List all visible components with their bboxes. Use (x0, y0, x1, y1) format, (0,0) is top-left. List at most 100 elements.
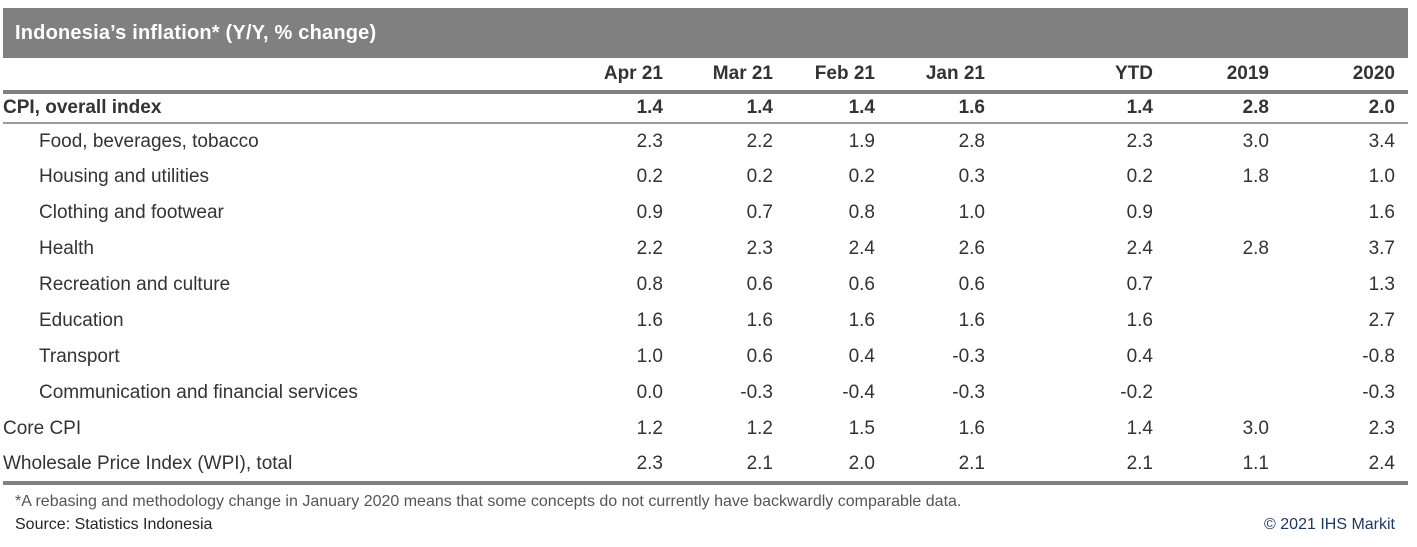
cell-value: 2.3 (636, 130, 663, 152)
cell-value: 0.2 (636, 166, 663, 187)
column-header: Feb 21 (814, 63, 875, 84)
column-header: Mar 21 (712, 63, 773, 84)
table-row: Core CPI 1.2 1.2 1.5 1.6 1.4 3.0 2.3 (3, 411, 1408, 447)
cell-value: 2.8 (1242, 97, 1269, 118)
cell-value: 1.0 (1368, 166, 1395, 187)
cell-value: 2.3 (636, 453, 663, 474)
cell-value: 2.4 (1126, 238, 1153, 259)
row-label: CPI, overall index (3, 97, 162, 118)
cell-value: 1.3 (1368, 274, 1395, 295)
cell-value: 2.0 (1368, 97, 1395, 118)
cell-value: 2.0 (848, 453, 875, 474)
cell-value: 0.4 (1126, 346, 1153, 367)
column-header: 2020 (1352, 63, 1395, 84)
cell-value: 2.4 (1368, 453, 1395, 474)
cell-value: -0.8 (1362, 346, 1395, 367)
cell-value (1153, 375, 1269, 411)
table-row: Food, beverages, tobacco 2.3 2.2 1.9 2.8 2.3 3… (3, 123, 1408, 159)
cell-value: 1.5 (848, 418, 875, 439)
cell-value: 2.8 (1242, 238, 1269, 259)
table-body: CPI, overall index 1.4 1.4 1.4 1.6 1.4 2.8 2.0 F… (3, 92, 1408, 483)
title-bar: Indonesia’s inflation* (Y/Y, % change) (3, 8, 1408, 58)
cell-value: 2.1 (958, 453, 985, 474)
row-label: Communication and financial services (39, 382, 358, 403)
cell-value: 1.6 (958, 97, 985, 118)
table-row: CPI, overall index 1.4 1.4 1.4 1.6 1.4 2.8 2.0 (3, 92, 1408, 123)
cell-value: 1.6 (848, 310, 875, 331)
row-label: Core CPI (3, 418, 82, 439)
cell-value: 0.8 (848, 202, 875, 223)
column-header: 2019 (1226, 63, 1269, 84)
cell-value: 0.8 (636, 274, 663, 295)
cell-value: 0.9 (636, 202, 663, 223)
cell-value (1153, 303, 1269, 339)
cell-value: 2.3 (1368, 418, 1395, 439)
cell-value: 3.7 (1368, 238, 1395, 259)
cell-value: 0.2 (1126, 166, 1153, 187)
column-header-label (3, 58, 563, 92)
cell-value: 1.2 (636, 418, 663, 439)
cell-value: -0.3 (1362, 382, 1395, 403)
cell-value: 2.7 (1368, 310, 1395, 331)
table-row: Transport 1.0 0.6 0.4 -0.3 0.4 -0.8 (3, 339, 1408, 375)
cell-value: 2.3 (746, 238, 773, 259)
cell-value: 2.1 (746, 453, 773, 474)
cell-value (1153, 339, 1269, 375)
cell-value: 1.0 (958, 202, 985, 223)
cell-value (1153, 195, 1269, 231)
table-row: Clothing and footwear 0.9 0.7 0.8 1.0 0.9 1.6 (3, 195, 1408, 231)
cell-value: 1.0 (636, 346, 663, 367)
cell-value: 1.6 (746, 310, 773, 331)
cell-value: -0.2 (1120, 382, 1153, 403)
cell-value: 1.4 (1126, 97, 1153, 118)
footer-row: Source: Statistics Indonesia © 2021 IHS … (3, 514, 1408, 535)
table-header-row: Apr 21 Mar 21 Feb 21 Jan 21 YTD 2019 2020 (3, 58, 1408, 92)
table-row: Education 1.6 1.6 1.6 1.6 1.6 2.7 (3, 303, 1408, 339)
row-label: Clothing and footwear (39, 202, 224, 223)
cell-value: 3.0 (1242, 418, 1269, 439)
cell-value: 1.2 (746, 418, 773, 439)
cell-value: 3.4 (1368, 130, 1395, 152)
row-label: Housing and utilities (39, 166, 210, 187)
cell-value: 1.4 (636, 97, 663, 118)
row-label: Transport (39, 346, 120, 367)
cell-value: 1.6 (958, 310, 985, 331)
cell-value: 1.6 (636, 310, 663, 331)
cell-value: 2.1 (1126, 453, 1153, 474)
row-label: Health (39, 238, 94, 259)
cell-value: 0.6 (848, 274, 875, 295)
source-note: Source: Statistics Indonesia (15, 516, 213, 533)
cell-value: 0.4 (848, 346, 875, 367)
cell-value: 2.6 (958, 238, 985, 259)
cell-value: 1.6 (1368, 202, 1395, 223)
cell-value: 0.6 (746, 346, 773, 367)
page-title: Indonesia’s inflation* (Y/Y, % change) (15, 21, 377, 44)
row-label: Wholesale Price Index (WPI), total (3, 453, 293, 474)
cell-value: 2.8 (958, 130, 985, 152)
inflation-table: Apr 21 Mar 21 Feb 21 Jan 21 YTD 2019 2020 CPI,… (3, 58, 1408, 485)
cell-value: 1.9 (848, 130, 875, 152)
cell-value: 2.4 (848, 238, 875, 259)
cell-value: 0.6 (958, 274, 985, 295)
cell-value: 1.1 (1242, 453, 1269, 474)
row-label: Education (39, 310, 124, 331)
column-header: YTD (1115, 63, 1153, 84)
cell-value: -0.4 (842, 382, 875, 403)
table-row: Communication and financial services 0.0 -… (3, 375, 1408, 411)
column-header: Apr 21 (603, 63, 663, 84)
cell-value: 0.2 (848, 166, 875, 187)
table-row: Housing and utilities 0.2 0.2 0.2 0.3 0.2 1.8 1… (3, 159, 1408, 195)
row-label: Food, beverages, tobacco (39, 130, 259, 152)
cell-value: 0.6 (746, 274, 773, 295)
cell-value: 1.6 (958, 418, 985, 439)
cell-value: 1.4 (746, 97, 773, 118)
cell-value: 1.6 (1126, 310, 1153, 331)
cell-value: 3.0 (1242, 130, 1269, 152)
footnote: *A rebasing and methodology change in Ja… (15, 493, 962, 510)
cell-value: 2.2 (746, 130, 773, 152)
cell-value: 0.7 (746, 202, 773, 223)
copyright-note: © 2021 IHS Markit (1264, 516, 1395, 533)
cell-value: 0.2 (746, 166, 773, 187)
cell-value: 0.9 (1126, 202, 1153, 223)
